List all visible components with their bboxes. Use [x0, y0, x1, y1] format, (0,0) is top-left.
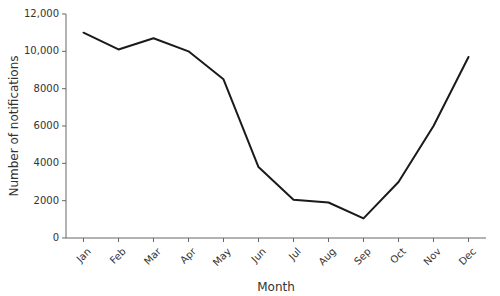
- x-tick: [188, 238, 189, 242]
- y-tick: [62, 200, 66, 201]
- x-tick: [433, 238, 434, 242]
- y-tick-label: 0: [53, 232, 59, 243]
- y-tick-label: 8000: [34, 83, 59, 94]
- x-tick-label: May: [211, 246, 233, 268]
- y-tick-label: 4000: [34, 157, 59, 168]
- x-axis-label: Month: [257, 280, 295, 294]
- y-tick-label: 6000: [34, 120, 59, 131]
- x-tick-label: Apr: [178, 245, 199, 266]
- chart-container: 0 2000 4000 6000 8000 10,000 12,000 Jan Feb Mar Ap…: [0, 0, 500, 296]
- x-tick: [118, 238, 119, 242]
- plot-area: [84, 33, 469, 219]
- y-tick: [62, 238, 66, 239]
- x-tick-label: Mar: [142, 245, 164, 267]
- y-axis-label: Number of notifications: [7, 55, 21, 196]
- x-axis: Jan Feb Mar Apr May Jun Jul Aug Sep Oct Nov Dec: [66, 238, 486, 268]
- x-tick: [83, 238, 84, 242]
- x-tick-label: Jul: [286, 246, 303, 263]
- x-tick-label: Oct: [388, 246, 408, 266]
- chart-svg: 0 2000 4000 6000 8000 10,000 12,000 Jan Feb Mar Ap…: [0, 0, 500, 296]
- x-tick-label: Dec: [457, 246, 478, 267]
- x-tick: [258, 238, 259, 242]
- x-tick-label: Feb: [108, 246, 128, 266]
- x-tick-label: Jan: [74, 246, 93, 265]
- y-tick: [62, 51, 66, 52]
- x-tick-label: Sep: [352, 246, 373, 267]
- x-tick: [468, 238, 469, 242]
- x-tick: [328, 238, 329, 242]
- x-axis-line: [66, 238, 486, 239]
- x-tick-label: Nov: [421, 246, 443, 268]
- x-tick-label: Jun: [248, 246, 268, 266]
- y-tick-label: 2000: [34, 195, 59, 206]
- line: [84, 33, 469, 219]
- x-tick: [153, 238, 154, 242]
- y-tick: [62, 14, 66, 15]
- y-tick: [62, 126, 66, 127]
- x-tick: [398, 238, 399, 242]
- y-tick: [62, 163, 66, 164]
- x-tick: [293, 238, 294, 242]
- y-tick-label: 10,000: [24, 45, 59, 56]
- y-tick-label: 12,000: [24, 8, 59, 19]
- x-tick: [363, 238, 364, 242]
- x-tick-label: Aug: [316, 246, 338, 268]
- y-axis: 0 2000 4000 6000 8000 10,000 12,000: [24, 8, 66, 243]
- y-tick: [62, 88, 66, 89]
- x-tick: [223, 238, 224, 242]
